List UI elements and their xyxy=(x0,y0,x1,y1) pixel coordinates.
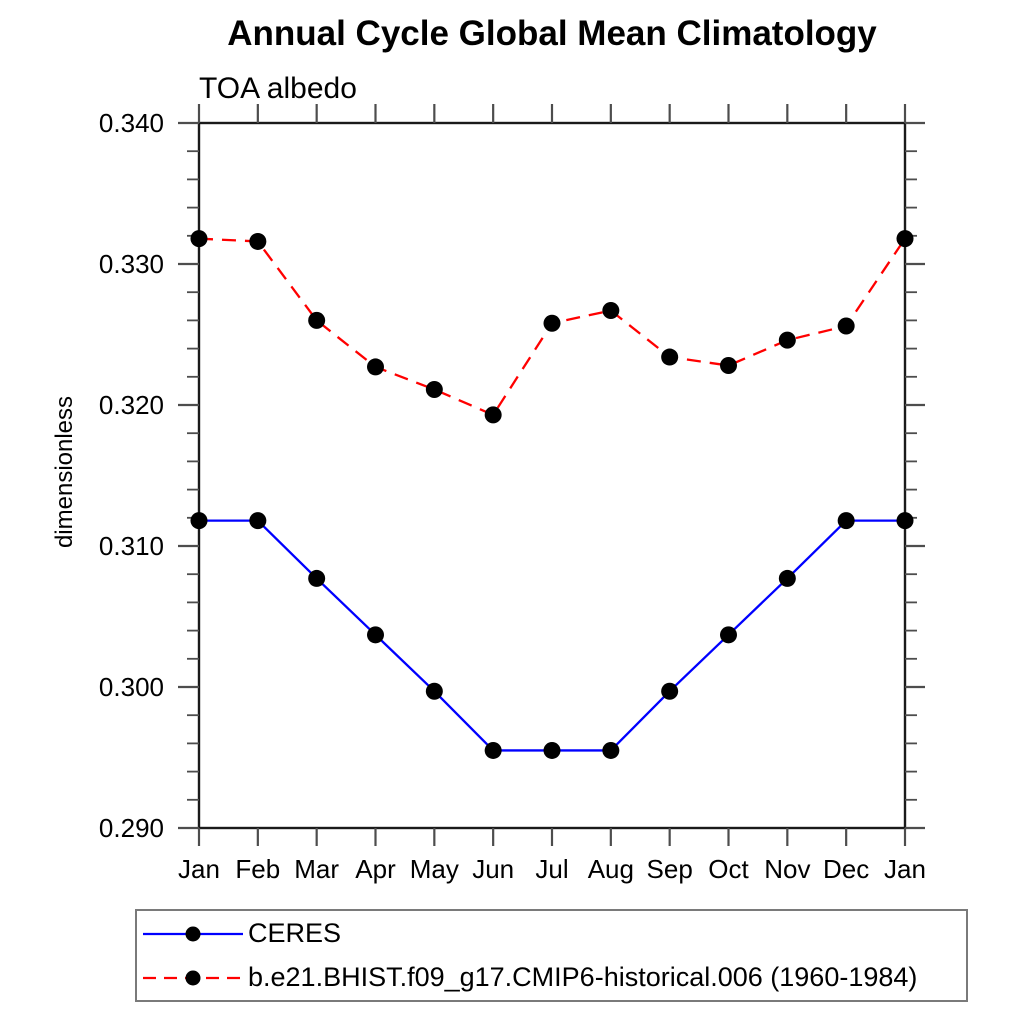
x-tick-label: Feb xyxy=(235,854,280,884)
y-tick-label: 0.340 xyxy=(99,108,164,138)
data-point xyxy=(308,569,326,587)
series-line-0 xyxy=(199,519,905,752)
x-tick-label: May xyxy=(410,854,459,884)
x-tick-label: Aug xyxy=(588,854,634,884)
x-tick-label: Nov xyxy=(764,854,810,884)
legend-item-model: b.e21.BHIST.f09_g17.CMIP6-historical.006… xyxy=(141,956,966,1000)
y-tick-label: 0.290 xyxy=(99,813,164,843)
data-point xyxy=(249,512,267,530)
data-point xyxy=(308,311,326,329)
y-tick-label: 0.300 xyxy=(99,672,164,702)
x-tick-label: Jul xyxy=(535,854,568,884)
data-point xyxy=(661,682,679,700)
data-point xyxy=(778,569,796,587)
legend-label-model: b.e21.BHIST.f09_g17.CMIP6-historical.006… xyxy=(248,962,918,992)
data-point xyxy=(896,512,914,530)
x-tick-label: Mar xyxy=(294,854,339,884)
data-point xyxy=(484,741,502,759)
legend-item-ceres: CERES xyxy=(141,912,966,956)
y-tick-label: 0.310 xyxy=(99,531,164,561)
data-point xyxy=(425,380,443,398)
legend-sample-marker xyxy=(185,970,201,985)
x-tick-label: Dec xyxy=(823,854,869,884)
data-point xyxy=(602,302,620,320)
x-tick-label: Jun xyxy=(472,854,514,884)
data-point xyxy=(896,230,914,248)
y-tick-label: 0.330 xyxy=(99,249,164,279)
data-point xyxy=(720,357,737,375)
data-point xyxy=(602,741,620,759)
x-tick-label: Apr xyxy=(355,854,396,884)
legend: CERES b.e21.BHIST.f09_g17.CMIP6-historic… xyxy=(135,909,968,1002)
plot-frame xyxy=(197,121,907,830)
data-point xyxy=(661,348,679,366)
data-point xyxy=(367,626,384,644)
data-point xyxy=(837,512,855,530)
data-point xyxy=(367,358,384,376)
data-point xyxy=(249,232,267,250)
data-point xyxy=(543,314,561,332)
x-tick-label: Jan xyxy=(884,854,926,884)
data-point xyxy=(190,230,208,248)
data-point xyxy=(543,741,561,759)
data-point xyxy=(778,331,796,349)
x-tick-label: Jan xyxy=(178,854,220,884)
data-point xyxy=(190,512,208,530)
model-line-sample-icon xyxy=(143,970,243,985)
chart-subtitle: TOA albedo xyxy=(199,72,357,105)
data-point xyxy=(425,682,443,700)
x-tick-label: Oct xyxy=(708,854,749,884)
legend-label-ceres: CERES xyxy=(248,918,342,948)
data-point xyxy=(720,626,737,644)
data-point xyxy=(837,317,855,335)
legend-sample-marker xyxy=(185,926,201,941)
x-tick-label: Sep xyxy=(647,854,693,884)
ceres-line-sample-icon xyxy=(143,926,243,941)
chart-title: Annual Cycle Global Mean Climatology xyxy=(227,14,877,53)
y-tick-label: 0.320 xyxy=(99,390,164,420)
data-point xyxy=(484,406,502,424)
